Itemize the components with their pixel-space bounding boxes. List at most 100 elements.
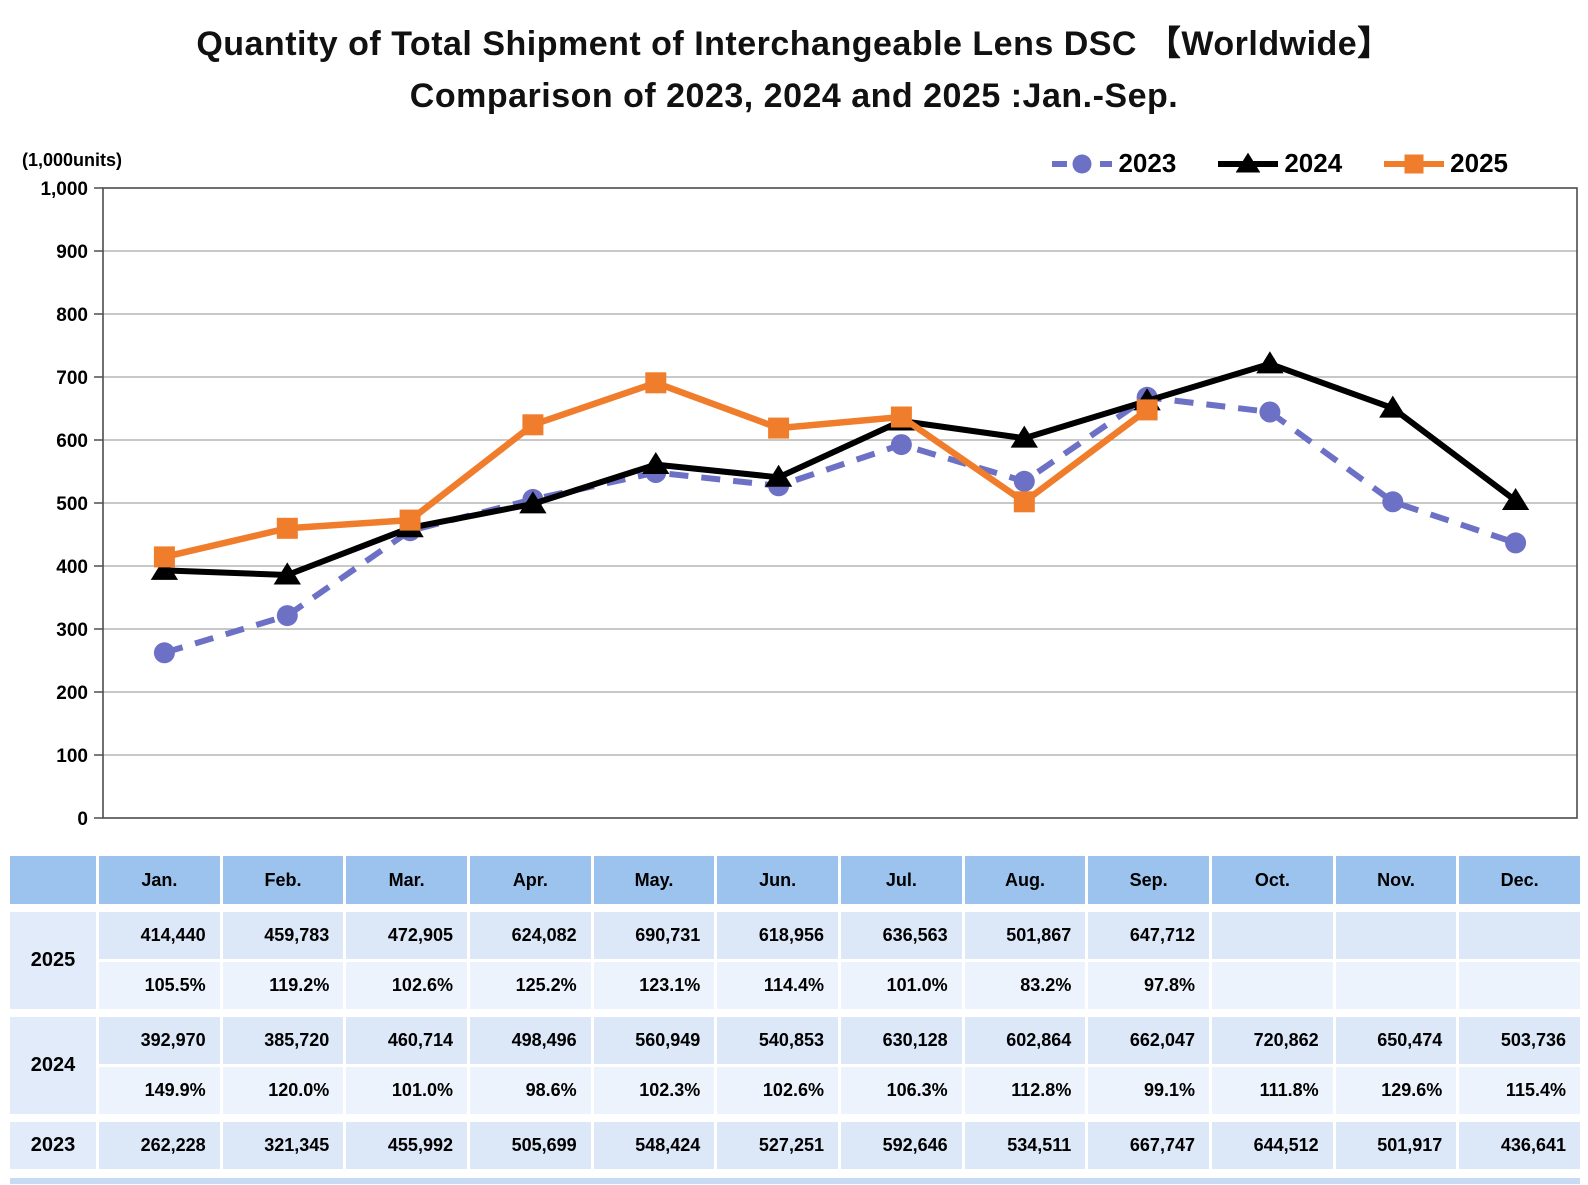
series-2024-marker bbox=[1501, 488, 1530, 511]
table-value-cell: 560,949 bbox=[593, 1017, 715, 1064]
y-axis-tick-label: 200 bbox=[56, 683, 88, 704]
series-2025-marker bbox=[153, 546, 175, 568]
table-value-cell: 385,720 bbox=[222, 1017, 344, 1064]
table-value-cell: 624,082 bbox=[469, 912, 591, 959]
table-header-cell: Apr. bbox=[469, 856, 591, 904]
table-value-cell: 644,512 bbox=[1211, 1122, 1333, 1169]
table-group-2025: 2025 414,440 459,783 472,905 624,082 690,731 6… bbox=[10, 912, 1580, 1009]
y-axis-tick-label: 100 bbox=[56, 746, 88, 767]
table-value-cell bbox=[1335, 912, 1457, 959]
y-axis-tick-label: 0 bbox=[77, 809, 88, 830]
legend-item-2023: 2023 bbox=[1050, 148, 1176, 179]
table-header-cell: Feb. bbox=[222, 856, 344, 904]
table-percent-cell bbox=[1459, 962, 1580, 1009]
table-percent-cell: 114.4% bbox=[717, 962, 838, 1009]
table-percent-cell: 125.2% bbox=[469, 962, 591, 1009]
series-2024-marker bbox=[1010, 425, 1038, 448]
table-value-cell: 534,511 bbox=[964, 1122, 1086, 1169]
table-value-cell bbox=[1211, 912, 1333, 959]
table-percent-cell: 123.1% bbox=[593, 962, 715, 1009]
table-value-cell: 667,747 bbox=[1088, 1122, 1209, 1169]
legend-marker-triangle-icon bbox=[1218, 152, 1279, 173]
legend-item-2024: 2024 bbox=[1216, 148, 1342, 179]
legend-marker-sample bbox=[1235, 152, 1261, 173]
table-header-cell: Jun. bbox=[717, 856, 838, 904]
table-value-cell bbox=[1459, 912, 1580, 959]
series-2023-marker bbox=[153, 642, 175, 664]
series-2024-marker bbox=[150, 557, 179, 580]
table-year-cell: 2023 bbox=[10, 1122, 96, 1169]
table-percent-cell: 102.6% bbox=[717, 1067, 838, 1114]
line-chart: 0 100 200 300 400 500 600 700 800 900 1,000 bbox=[40, 179, 1578, 830]
table-value-cell: 414,440 bbox=[99, 912, 220, 959]
table-value-cell: 618,956 bbox=[717, 912, 838, 959]
legend-marker-circle-icon bbox=[1052, 154, 1113, 173]
y-axis-tick-label: 600 bbox=[56, 431, 88, 452]
table-group-2023: 2023 262,228 321,345 455,992 505,699 548,424 5… bbox=[10, 1122, 1580, 1169]
table-percent-cell: 149.9% bbox=[99, 1067, 220, 1114]
series-2025-marker bbox=[399, 509, 421, 531]
data-table: Jan. Feb. Mar. Apr. May. Jun. Jul. Aug. Sep. Oct.… bbox=[10, 856, 1580, 1169]
table-percent-cell bbox=[1335, 962, 1457, 1009]
series-2023-marker bbox=[1013, 470, 1035, 492]
table-value-cell: 630,128 bbox=[840, 1017, 962, 1064]
table-year-cell: 2024 bbox=[10, 1017, 96, 1114]
table-header-cell: May. bbox=[593, 856, 715, 904]
series-2024-marker bbox=[519, 491, 547, 514]
table-value-cell: 503,736 bbox=[1459, 1017, 1580, 1064]
table-value-cell: 436,641 bbox=[1459, 1122, 1580, 1169]
series-2024-line bbox=[164, 360, 1518, 578]
table-value-cell: 472,905 bbox=[346, 912, 467, 959]
table-value-cell: 592,646 bbox=[840, 1122, 962, 1169]
table-header-cell: Sep. bbox=[1088, 856, 1209, 904]
table-percent-cell: 98.6% bbox=[469, 1067, 591, 1114]
page-title: Quantity of Total Shipment of Interchang… bbox=[0, 18, 1588, 122]
table-value-cell: 690,731 bbox=[593, 912, 715, 959]
series-2023-marker bbox=[890, 434, 912, 456]
table-value-cell: 262,228 bbox=[99, 1122, 220, 1169]
series-2025-marker bbox=[276, 517, 298, 539]
legend-label: 2024 bbox=[1284, 148, 1343, 178]
table-year-cell: 2025 bbox=[10, 912, 96, 1009]
table-value-cell: 636,563 bbox=[840, 912, 962, 959]
y-axis-unit-label: (1,000units) bbox=[22, 150, 123, 170]
table-header-cell: Nov. bbox=[1335, 856, 1457, 904]
series-2025-marker bbox=[1013, 491, 1035, 513]
series-2025-marker bbox=[768, 417, 790, 439]
series-2024-marker bbox=[273, 562, 301, 585]
table-header-cell: Oct. bbox=[1211, 856, 1333, 904]
series-2025-marker bbox=[645, 372, 667, 394]
table-header-corner-cell bbox=[10, 856, 96, 904]
table-group-2024: 2024 392,970 385,720 460,714 498,496 560,949 5… bbox=[10, 1017, 1580, 1114]
table-percent-cell: 105.5% bbox=[99, 962, 220, 1009]
table-percent-cell: 120.0% bbox=[222, 1067, 344, 1114]
table-header-cell: Mar. bbox=[346, 856, 467, 904]
table-percent-cell: 119.2% bbox=[222, 962, 344, 1009]
table-value-cell: 720,862 bbox=[1211, 1017, 1333, 1064]
table-percent-cell: 101.0% bbox=[840, 962, 962, 1009]
series-2024-marker bbox=[1379, 395, 1407, 418]
table-value-cell: 505,699 bbox=[469, 1122, 591, 1169]
table-percent-cell: 115.4% bbox=[1459, 1067, 1580, 1114]
table-percent-cell: 106.3% bbox=[840, 1067, 962, 1114]
y-axis-tick-label: 300 bbox=[56, 620, 88, 641]
table-value-cell: 501,867 bbox=[964, 912, 1086, 959]
table-value-cell: 455,992 bbox=[346, 1122, 467, 1169]
series-2024-marker bbox=[764, 464, 793, 487]
table-percent-cell: 102.3% bbox=[593, 1067, 715, 1114]
chart-legend: 2023 2024 2025 bbox=[1050, 148, 1508, 179]
series-2025-marker bbox=[890, 406, 912, 428]
series-2025-marker bbox=[522, 414, 544, 436]
table-header-row: Jan. Feb. Mar. Apr. May. Jun. Jul. Aug. Sep. Oct.… bbox=[10, 856, 1580, 904]
table-header-cell: Jul. bbox=[840, 856, 962, 904]
table-percent-cell: 129.6% bbox=[1335, 1067, 1457, 1114]
table-percent-cell: 83.2% bbox=[964, 962, 1086, 1009]
table-header-cell: Aug. bbox=[964, 856, 1086, 904]
series-2023-marker bbox=[1259, 401, 1281, 423]
y-axis-tick-label: 700 bbox=[56, 368, 88, 389]
legend-item-2025: 2025 bbox=[1382, 148, 1508, 179]
table-percent-cell: 102.6% bbox=[346, 962, 467, 1009]
table-value-cell: 602,864 bbox=[964, 1017, 1086, 1064]
table-value-cell: 501,917 bbox=[1335, 1122, 1457, 1169]
